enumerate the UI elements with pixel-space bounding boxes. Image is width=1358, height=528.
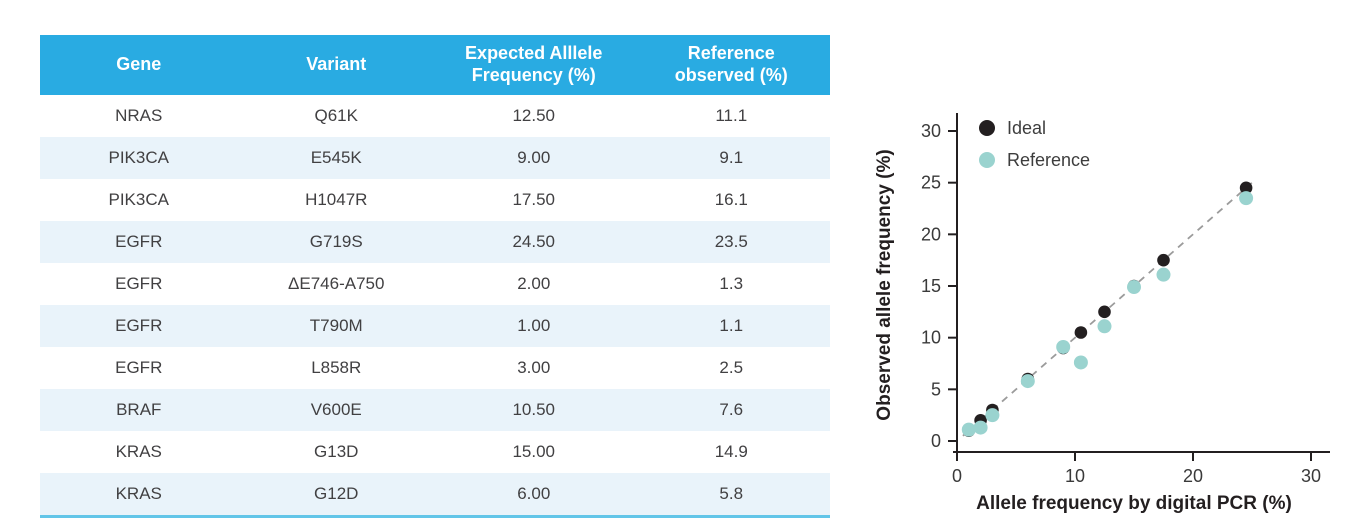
column-header-reference: Reference observed (%) <box>674 43 788 85</box>
legend-dot-reference <box>979 152 995 168</box>
data-point-reference <box>1073 355 1088 370</box>
legend-dot-ideal <box>979 120 995 136</box>
table-cell: Q61K <box>314 106 358 125</box>
table-cell: EGFR <box>115 358 163 377</box>
table-row: KRAS G13D 15.00 14.9 <box>40 431 830 473</box>
y-tick-label: 10 <box>921 328 941 348</box>
table-cell: EGFR <box>115 316 163 335</box>
table-cell: G13D <box>314 442 359 461</box>
table-cell: 9.1 <box>719 148 744 167</box>
table-header-row: Gene Variant Expected Alllele Frequency … <box>40 35 830 95</box>
scatter-chart: 0 5 10 15 20 25 30 0 10 20 30 Ideal Reference Allele … <box>874 113 1330 514</box>
table-cell: 24.50 <box>512 232 556 251</box>
x-tick-label: 0 <box>952 466 962 486</box>
y-axis-title: Observed allele frequency (%) <box>874 149 895 420</box>
table-cell: 10.50 <box>512 400 556 419</box>
table-row: BRAF V600E 10.50 7.6 <box>40 389 830 431</box>
table-cell: EGFR <box>115 232 163 251</box>
table-cell: G12D <box>314 484 359 503</box>
table-cell: 23.5 <box>714 232 748 251</box>
table-cell: NRAS <box>115 106 163 125</box>
table-cell: 7.6 <box>719 400 744 419</box>
table-cell: KRAS <box>115 442 162 461</box>
data-point-ideal <box>1239 181 1253 195</box>
table-cell: 9.00 <box>517 148 551 167</box>
column-header-gene: Gene <box>116 54 162 75</box>
table-cell: EGFR <box>115 274 163 293</box>
y-tick-label: 15 <box>921 276 941 296</box>
x-tick-label: 10 <box>1065 466 1085 486</box>
x-tick-label: 30 <box>1301 466 1321 486</box>
table-cell: 1.1 <box>719 316 744 335</box>
table-cell: 14.9 <box>714 442 748 461</box>
x-axis-title: Allele frequency by digital PCR (%) <box>976 493 1292 514</box>
table-cell: E545K <box>310 148 362 167</box>
legend-label: Reference <box>1007 150 1090 170</box>
table-cell: 3.00 <box>517 358 551 377</box>
table-cell: 1.00 <box>517 316 551 335</box>
column-header-variant: Variant <box>306 54 367 75</box>
y-tick-label: 30 <box>921 121 941 141</box>
table-cell: 5.8 <box>719 484 744 503</box>
table-body: NRAS Q61K 12.50 11.1 PIK3CA E545K 9.00 9.1 PIK3C… <box>40 95 830 515</box>
data-point-reference <box>1097 319 1112 334</box>
data-point-reference <box>1156 267 1171 282</box>
data-point-reference <box>1239 191 1254 206</box>
table-cell: L858R <box>311 358 362 377</box>
data-point-reference <box>1127 280 1141 295</box>
table-cell: KRAS <box>115 484 162 503</box>
legend-label: Ideal <box>1007 118 1046 138</box>
table-row: EGFR ΔE746-A750 2.00 1.3 <box>40 263 830 305</box>
variant-frequency-table: Gene Variant Expected Alllele Frequency … <box>40 35 830 518</box>
table-cell: PIK3CA <box>108 148 169 167</box>
table-row: PIK3CA H1047R 17.50 16.1 <box>40 179 830 221</box>
table-cell: 15.00 <box>512 442 556 461</box>
y-tick-label: 20 <box>921 224 941 244</box>
data-point-ideal <box>1098 305 1111 319</box>
table-cell: BRAF <box>116 400 162 419</box>
data-point-reference <box>961 422 976 437</box>
table-cell: PIK3CA <box>108 190 169 209</box>
table-row: KRAS G12D 6.00 5.8 <box>40 473 830 515</box>
y-tick-label: 25 <box>921 173 941 193</box>
data-point-reference <box>985 408 1000 423</box>
table-cell: G719S <box>309 232 363 251</box>
table-cell: H1047R <box>305 190 368 209</box>
table-row: PIK3CA E545K 9.00 9.1 <box>40 137 830 179</box>
table-row: EGFR L858R 3.00 2.5 <box>40 347 830 389</box>
table-cell: 1.3 <box>719 274 744 293</box>
table-row: EGFR G719S 24.50 23.5 <box>40 221 830 263</box>
table-row: EGFR T790M 1.00 1.1 <box>40 305 830 347</box>
column-header-expected: Expected Alllele Frequency (%) <box>465 43 603 85</box>
y-tick-label: 5 <box>931 379 941 399</box>
table-cell: 17.50 <box>512 190 556 209</box>
table-cell: 11.1 <box>715 106 748 125</box>
table-cell: 16.1 <box>714 190 748 209</box>
data-point-reference <box>973 420 988 435</box>
data-point-reference <box>1020 374 1035 389</box>
chart-area: 0 5 10 15 20 25 30 0 10 20 30 Ideal Reference Allele … <box>860 88 1358 528</box>
table-row: NRAS Q61K 12.50 11.1 <box>40 95 830 137</box>
table-cell: 2.00 <box>517 274 551 293</box>
table-cell: 6.00 <box>517 484 551 503</box>
table-cell: V600E <box>310 400 362 419</box>
table-cell: 2.5 <box>719 358 744 377</box>
table-cell: 12.50 <box>512 106 556 125</box>
data-point-ideal <box>1074 326 1088 339</box>
table-cell: T790M <box>309 316 363 335</box>
data-point-reference <box>1056 339 1071 354</box>
table-bottom-border <box>40 515 830 518</box>
x-tick-label: 20 <box>1183 466 1203 486</box>
table-cell: ΔE746-A750 <box>288 274 385 293</box>
y-tick-label: 0 <box>931 431 941 451</box>
data-point-ideal <box>1157 253 1170 267</box>
